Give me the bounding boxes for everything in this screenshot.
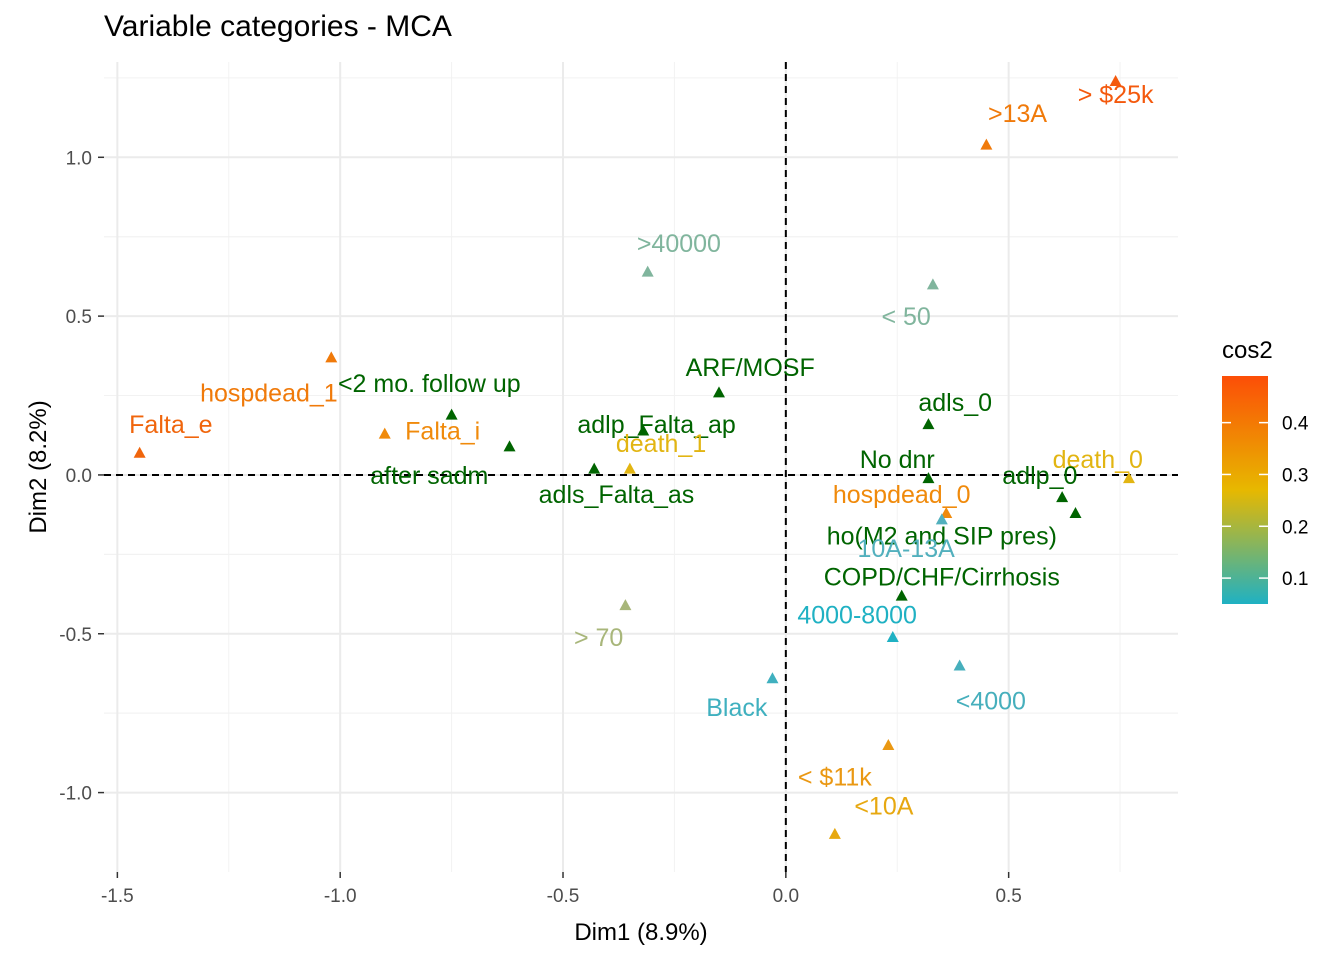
point-label: death_0 (1053, 446, 1143, 474)
x-tick-label: -1.5 (101, 886, 134, 907)
point-marker (637, 424, 650, 436)
x-tick-label: -0.5 (547, 886, 580, 907)
x-tick-label: -1.0 (324, 886, 357, 907)
x-axis-title: Dim1 (8.9%) (574, 919, 707, 946)
point-label: Black (706, 694, 768, 722)
y-tick-label: 1.0 (66, 148, 92, 169)
point-label: <4000 (956, 687, 1026, 715)
y-tick-label: -0.5 (59, 625, 92, 646)
point-marker (895, 589, 908, 601)
point-marker (1122, 472, 1135, 484)
point-label: COPD/CHF/Cirrhosis (824, 564, 1060, 592)
point-marker (1056, 491, 1069, 503)
point-marker (922, 472, 935, 484)
point-label: adls_0 (918, 389, 992, 417)
point-marker (133, 446, 146, 458)
point-label: Falta_e (129, 411, 212, 439)
colorbar (1222, 376, 1268, 604)
point-label: 10A-13A (858, 535, 956, 563)
chart-title: Variable categories - MCA (104, 10, 452, 43)
point-marker (935, 513, 948, 525)
point-label: <2 mo. follow up (338, 370, 521, 398)
colorbar-tick-label: 0.2 (1282, 517, 1308, 538)
point-label: adls_Falta_as (539, 481, 695, 509)
point-label: > $25k (1078, 81, 1154, 109)
point-marker (766, 672, 779, 684)
colorbar-tick-label: 0.1 (1282, 569, 1308, 590)
point-marker (940, 507, 953, 519)
x-tick-label: 0.0 (773, 886, 799, 907)
colorbar-tick-label: 0.3 (1282, 465, 1308, 486)
point-marker (1109, 75, 1122, 87)
point-marker (882, 738, 895, 750)
point-label: <10A (854, 792, 913, 820)
point-marker (641, 265, 654, 277)
point-label: < 50 (881, 303, 930, 331)
point-marker (588, 462, 601, 474)
point-marker (712, 386, 725, 398)
legend-title: cos2 (1222, 337, 1273, 364)
point-label: adlp_Falta_ap (577, 411, 735, 439)
point-label: Falta_i (405, 417, 480, 445)
point-label: death_1 (616, 430, 706, 458)
point-label: hospdead_0 (833, 481, 971, 509)
point-marker (886, 630, 899, 642)
point-marker (623, 462, 636, 474)
point-marker (1069, 507, 1082, 519)
point-label: 4000-8000 (797, 602, 917, 630)
point-marker (953, 659, 966, 671)
y-tick-label: -1.0 (59, 784, 92, 805)
point-label: ARF/MOSF (686, 354, 815, 382)
point-label: >40000 (637, 230, 721, 258)
point-label: No dnr (860, 446, 935, 474)
point-marker (503, 440, 516, 452)
point-marker (828, 827, 841, 839)
y-tick-label: 0.0 (66, 466, 92, 487)
point-label: adlp_0 (1002, 462, 1077, 490)
point-marker (378, 427, 391, 439)
y-tick-label: 0.5 (66, 307, 92, 328)
point-label: < $11k (798, 764, 872, 792)
point-marker (926, 278, 939, 290)
point-marker (922, 418, 935, 430)
point-marker (445, 408, 458, 420)
colorbar-tick-label: 0.4 (1282, 414, 1309, 435)
point-marker (980, 138, 993, 150)
point-label: after sadm (370, 462, 488, 490)
point-marker (325, 351, 338, 363)
point-label: >13A (988, 100, 1047, 128)
point-label: hospdead_1 (200, 379, 338, 407)
point-label: ho(M2 and SIP pres) (827, 522, 1057, 550)
point-label: > 70 (574, 624, 623, 652)
y-axis-title: Dim2 (8.2%) (25, 400, 52, 533)
point-marker (619, 599, 632, 611)
x-tick-label: 0.5 (995, 886, 1021, 907)
